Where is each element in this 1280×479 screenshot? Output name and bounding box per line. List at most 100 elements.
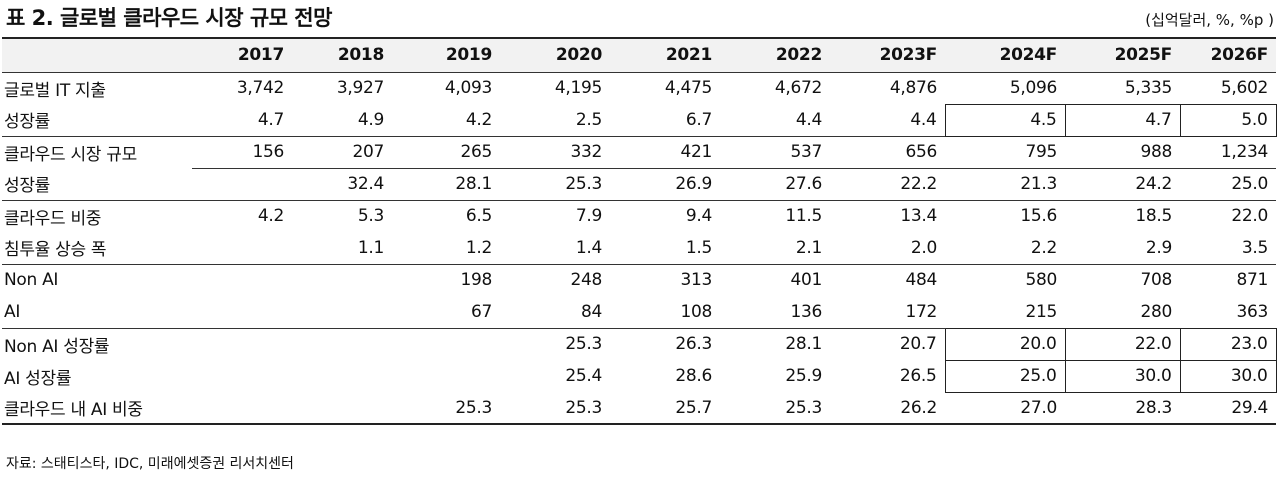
- table-cell: 4.4: [795, 109, 822, 130]
- row-label: 클라우드 비중: [2, 199, 192, 232]
- unit-note: (십억달러, %, %p ): [1145, 11, 1274, 29]
- table-cell: [192, 327, 292, 360]
- table-cell: 25.0: [944, 359, 1066, 393]
- table-cell: 2.5: [575, 109, 602, 130]
- table-cell: 1.1: [357, 237, 384, 258]
- table-cell: 25.4: [565, 366, 602, 386]
- table-cell: 4,672: [774, 78, 822, 99]
- table-cell: 580: [945, 263, 1065, 296]
- table-cell: 25.3: [500, 327, 610, 360]
- table-cell: 156: [192, 135, 292, 168]
- table-cell: 23.0: [1179, 327, 1277, 361]
- table-cell: 4,876: [889, 78, 937, 99]
- table-cell: 1.2: [465, 237, 492, 258]
- table-cell: 3.5: [1241, 237, 1268, 258]
- column-header-2018: 2018: [292, 38, 392, 73]
- table-cell: 215: [1025, 301, 1057, 322]
- row-label: 성장률: [4, 112, 51, 133]
- table-cell: 5,602: [1220, 78, 1268, 98]
- table-cell: 28.6: [675, 366, 712, 386]
- source-note: 자료: 스태티스타, IDC, 미래에셋증권 리서치센터: [6, 456, 294, 472]
- column-header-2023f: 2023F: [830, 38, 945, 73]
- table-cell: [192, 296, 292, 328]
- table-cell: 4,093: [444, 78, 492, 99]
- table-cell: 4.4: [910, 109, 937, 130]
- row-label: 침투율 상승 폭: [4, 240, 107, 261]
- table-cell: 21.3: [945, 167, 1065, 200]
- table-cell: 4.5: [944, 103, 1066, 137]
- table-cell: 26.2: [830, 392, 945, 425]
- table-row: Non AI 성장률 25.3 26.3 28.1 20.7 20.0 22.0 23.0: [2, 327, 1277, 361]
- table-cell: 2.2: [1030, 237, 1057, 258]
- table-cell: 6.5: [392, 199, 500, 232]
- row-label: AI: [4, 301, 21, 322]
- table-cell: 198: [392, 263, 500, 296]
- table-cell: 1,234: [1180, 135, 1276, 168]
- table-cell: 29.4: [1180, 392, 1276, 425]
- table-cell: 4.7: [257, 109, 284, 130]
- table-cell: [392, 327, 500, 360]
- table-row: Non AI 198 248 313 401 484 580 708 871: [2, 263, 1276, 296]
- table-cell: 6.7: [685, 109, 712, 130]
- table-cell: [192, 232, 292, 264]
- table-cell: 28.3: [1065, 392, 1180, 425]
- table-cell: 988: [1065, 135, 1180, 168]
- table-cell: 25.3: [500, 392, 610, 425]
- table-cell: 248: [500, 263, 610, 296]
- table-cell: [192, 392, 292, 425]
- table-cell: 313: [610, 263, 720, 296]
- table-cell: 22.0: [1064, 327, 1181, 361]
- table-row: 성장률 4.7 4.9 4.2 2.5 6.7 4.4 4.4 4.5 4.7 5.0: [2, 103, 1277, 137]
- table-cell: 5,335: [1124, 78, 1172, 98]
- column-header-2020: 2020: [500, 38, 610, 73]
- table-cell: [292, 360, 392, 392]
- column-header-2022: 2022: [720, 38, 830, 73]
- table-cell: 656: [830, 135, 945, 168]
- table-cell: 24.2: [1065, 167, 1180, 200]
- table-cell: 4,475: [664, 78, 712, 99]
- table-cell: 2.0: [910, 237, 937, 258]
- header-row: 2017 2018 2019 2020 2021 2022 2023F 2024F 2025F 2…: [2, 38, 1276, 73]
- table-cell: [292, 263, 392, 296]
- column-header-2019: 2019: [392, 38, 500, 73]
- table-cell: 11.5: [720, 199, 830, 232]
- row-label: 클라우드 내 AI 비중: [2, 392, 192, 425]
- column-header-2026f: 2026F: [1180, 38, 1276, 73]
- table-cell: 207: [292, 135, 392, 168]
- table-cell: 136: [790, 301, 822, 322]
- table-cell: 20.0: [944, 327, 1066, 361]
- table-row: 클라우드 시장 규모 156 207 265 332 421 537 656 795 988 1,2…: [2, 135, 1276, 168]
- row-label: 글로벌 IT 지출: [4, 80, 106, 101]
- table-cell: 22.2: [830, 167, 945, 200]
- table-cell: 108: [680, 301, 712, 322]
- table-cell: [292, 392, 392, 425]
- table-cell: [292, 327, 392, 360]
- table-cell: 4.9: [357, 109, 384, 130]
- table-cell: 27.6: [720, 167, 830, 200]
- column-header-2021: 2021: [610, 38, 720, 73]
- header-label-cell: [2, 38, 192, 73]
- table-cell: 26.9: [610, 167, 720, 200]
- table-cell: 26.3: [610, 327, 720, 360]
- table-cell: [192, 263, 292, 296]
- table-cell: 5,096: [1009, 78, 1057, 98]
- table-cell: 172: [905, 301, 937, 322]
- table-cell: 484: [830, 263, 945, 296]
- table-cell: 3,927: [336, 78, 384, 99]
- table-cell: 84: [580, 301, 602, 322]
- column-header-2025f: 2025F: [1065, 38, 1180, 73]
- table-body: 글로벌 IT 지출 3,742 3,927 4,093 4,195 4,475 4,672 4…: [2, 72, 1277, 425]
- table-cell: 30.0: [1179, 359, 1277, 393]
- table-cell: 3,742: [236, 78, 284, 99]
- table-cell: [292, 296, 392, 328]
- table-cell: 25.3: [500, 167, 610, 200]
- row-label: Non AI 성장률: [2, 327, 192, 360]
- table-cell: 25.7: [610, 392, 720, 425]
- table-cell: 2.9: [1145, 237, 1172, 258]
- table-row: 침투율 상승 폭 1.1 1.2 1.4 1.5 2.1 2.0 2.2 2.9 3.5: [2, 232, 1276, 264]
- table-row: 글로벌 IT 지출 3,742 3,927 4,093 4,195 4,475 4,672 4…: [2, 72, 1276, 104]
- table-cell: 26.5: [899, 366, 937, 386]
- table-cell: 871: [1180, 263, 1276, 296]
- table-cell: 7.9: [500, 199, 610, 232]
- table-cell: 4.2: [465, 109, 492, 130]
